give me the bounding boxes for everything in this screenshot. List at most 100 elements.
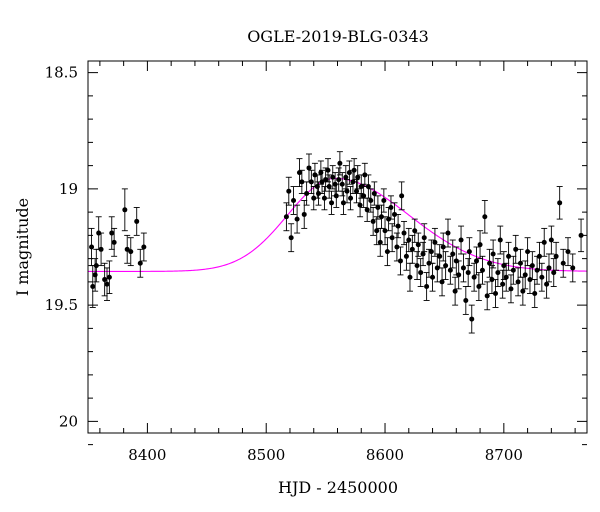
point-marker xyxy=(474,258,480,264)
point-marker xyxy=(291,198,297,203)
data-point xyxy=(578,218,585,253)
point-marker xyxy=(500,281,506,287)
point-marker xyxy=(546,265,552,271)
data-point xyxy=(89,265,96,308)
point-marker xyxy=(465,270,471,276)
data-point xyxy=(336,151,343,176)
data-point xyxy=(421,223,428,253)
point-marker xyxy=(283,214,289,220)
data-point xyxy=(500,251,507,280)
point-marker xyxy=(407,274,413,280)
point-marker xyxy=(89,244,95,250)
data-point xyxy=(283,202,290,232)
point-marker xyxy=(510,267,516,273)
point-marker xyxy=(447,267,453,273)
point-marker xyxy=(314,184,320,190)
x-tick-label: 8700 xyxy=(485,446,523,464)
point-marker xyxy=(311,195,317,201)
point-marker xyxy=(304,191,310,197)
point-marker xyxy=(323,177,329,183)
data-point xyxy=(328,190,335,215)
point-marker xyxy=(333,193,339,199)
data-point xyxy=(479,255,486,285)
point-marker xyxy=(529,263,535,269)
data-point xyxy=(468,304,475,334)
point-marker xyxy=(377,239,383,245)
point-marker xyxy=(104,281,110,287)
point-marker xyxy=(548,237,554,243)
data-point xyxy=(471,262,478,292)
point-marker xyxy=(403,253,409,259)
point-marker xyxy=(106,274,112,280)
x-tick-label: 8400 xyxy=(128,446,166,464)
point-marker xyxy=(513,246,519,252)
data-point xyxy=(429,262,436,292)
point-marker xyxy=(288,235,294,241)
point-marker xyxy=(495,270,501,276)
data-point xyxy=(556,186,563,220)
data-point xyxy=(111,227,118,257)
data-point xyxy=(351,158,358,183)
point-marker xyxy=(553,253,559,259)
data-point xyxy=(374,195,381,220)
data-point xyxy=(377,227,384,257)
point-marker xyxy=(482,214,488,220)
data-point xyxy=(108,216,115,250)
data-point xyxy=(137,248,144,278)
data-point xyxy=(455,260,462,290)
data-point xyxy=(290,186,297,215)
data-point xyxy=(414,251,421,280)
point-marker xyxy=(506,253,512,259)
point-marker xyxy=(412,228,418,234)
point-marker xyxy=(98,246,104,252)
point-marker xyxy=(471,274,477,280)
point-marker xyxy=(522,272,528,278)
data-point xyxy=(324,158,331,183)
point-marker xyxy=(463,297,469,303)
plot-area xyxy=(88,151,587,334)
point-marker xyxy=(469,316,475,322)
point-marker xyxy=(420,251,426,257)
point-marker xyxy=(460,265,466,271)
point-marker xyxy=(392,211,398,217)
data-point xyxy=(538,262,545,292)
data-point xyxy=(371,181,378,206)
data-point xyxy=(494,258,501,287)
point-marker xyxy=(368,198,374,203)
point-marker xyxy=(418,270,424,276)
data-point xyxy=(140,232,147,262)
point-marker xyxy=(450,251,456,257)
data-point xyxy=(505,241,512,271)
data-point xyxy=(380,188,387,213)
point-marker xyxy=(490,251,496,257)
data-point xyxy=(462,286,469,315)
data-point xyxy=(458,225,465,255)
point-marker xyxy=(484,293,490,299)
data-point xyxy=(373,216,380,246)
point-marker xyxy=(141,244,147,250)
axis-ticks: 8400 8500 8600 8700 18.5 19 19.5 20 xyxy=(45,61,587,464)
point-marker xyxy=(361,193,367,199)
point-marker xyxy=(365,184,371,190)
point-marker xyxy=(358,184,364,190)
point-marker xyxy=(437,253,443,259)
point-marker xyxy=(536,253,542,259)
point-marker xyxy=(381,198,387,203)
point-marker xyxy=(128,249,134,255)
data-point xyxy=(507,274,514,304)
point-marker xyxy=(452,288,458,294)
data-point xyxy=(98,232,105,267)
point-marker xyxy=(515,279,521,285)
data-point xyxy=(560,248,567,278)
y-tick-label: 20 xyxy=(59,412,78,430)
data-point xyxy=(357,193,364,218)
point-marker xyxy=(388,204,394,210)
data-point xyxy=(395,213,402,239)
point-marker xyxy=(541,239,547,245)
data-point xyxy=(420,241,427,267)
data-point xyxy=(477,230,484,260)
point-marker xyxy=(565,249,571,255)
point-marker xyxy=(493,291,499,296)
point-marker xyxy=(551,270,557,276)
data-point xyxy=(475,272,482,301)
